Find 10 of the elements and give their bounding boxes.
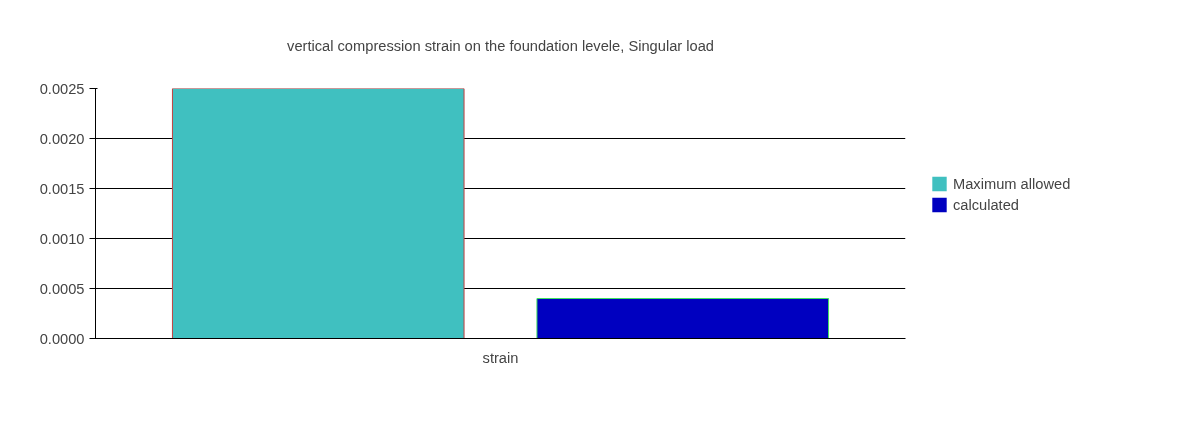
y-tick-label: 0.0005 — [39, 280, 85, 297]
y-tick-label: 0.0015 — [39, 180, 85, 197]
legend-label: calculated — [953, 196, 1019, 213]
chart-title: vertical compression strain on the foundation levele, Singular load — [287, 37, 714, 54]
y-tick-label: 0.0010 — [39, 230, 85, 247]
legend-label: Maximum allowed — [953, 175, 1071, 192]
y-tick-label: 0.0025 — [39, 80, 85, 97]
y-tick-label: 0.0000 — [39, 330, 85, 347]
x-tick-label: strain — [482, 349, 519, 366]
y-tick-label: 0.0020 — [39, 130, 85, 147]
